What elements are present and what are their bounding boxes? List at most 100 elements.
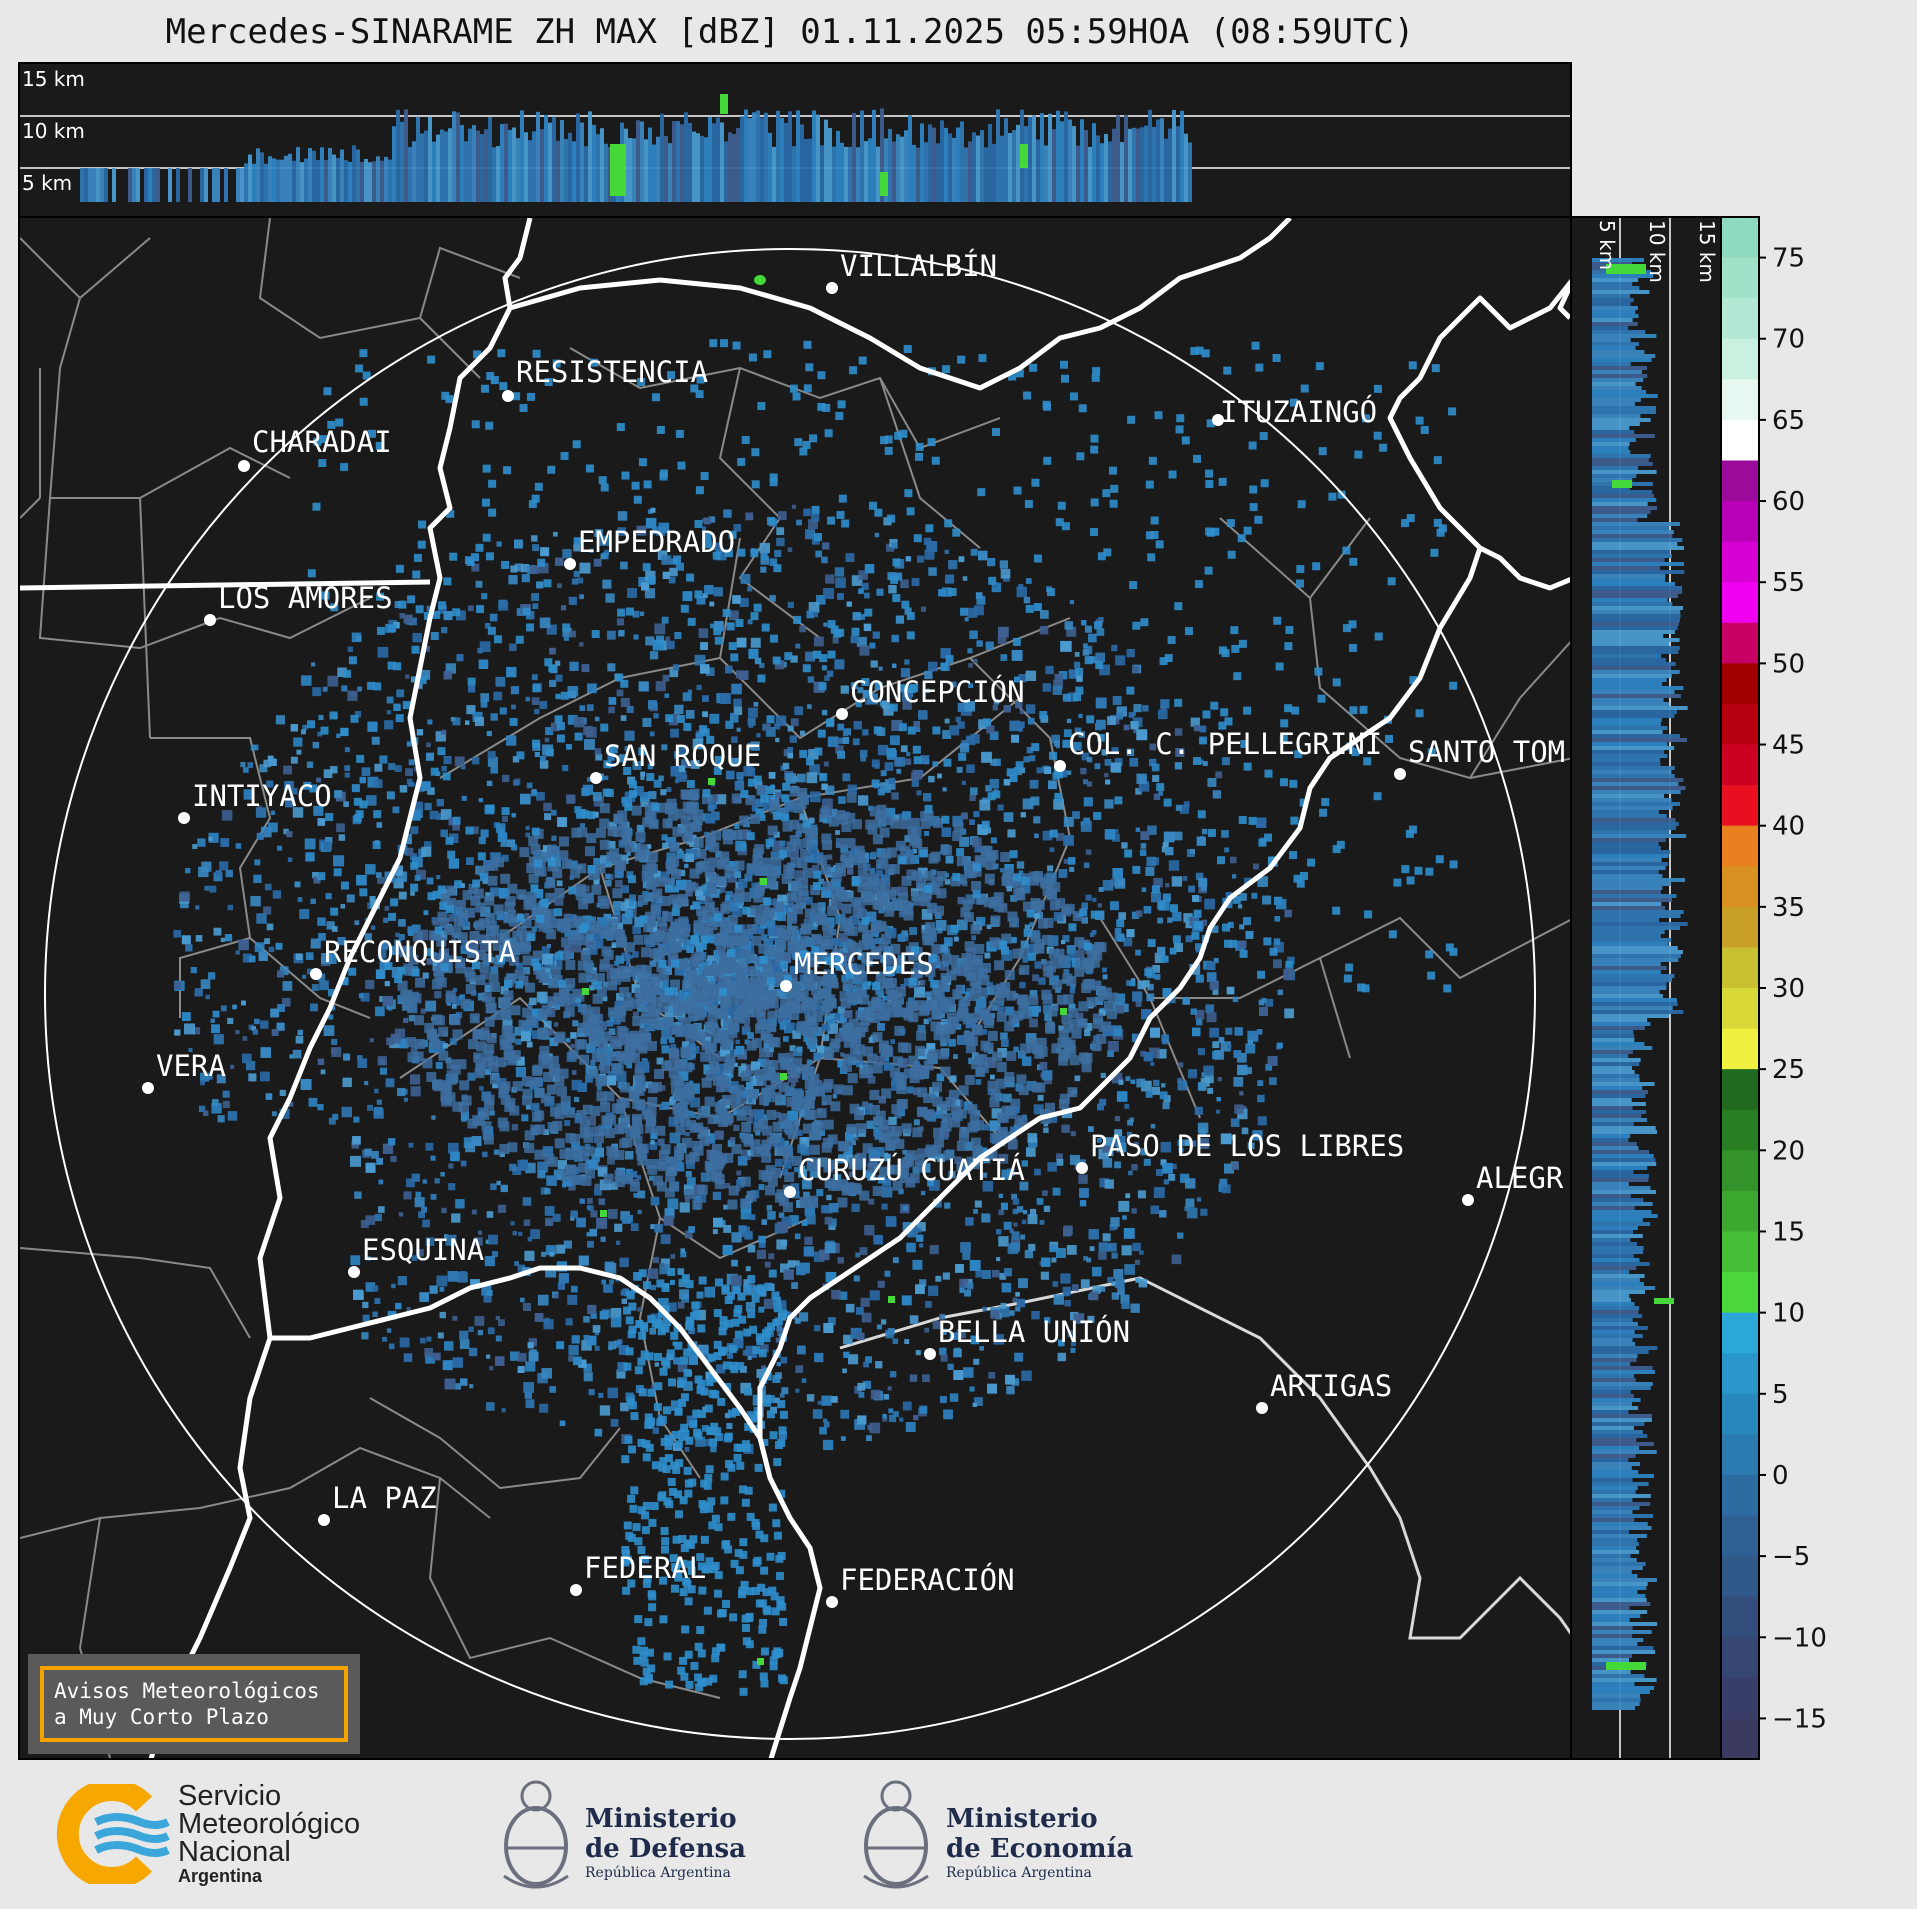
echo-cell [211,1099,219,1106]
echo-cell [501,854,509,862]
echo-cell [1033,1104,1044,1115]
echo-cell [1053,1294,1064,1305]
echo-cell [1287,956,1295,965]
echo-cell [987,557,996,567]
echo-cell [904,1339,910,1345]
echo-cell [279,1089,286,1097]
profile-column [88,168,92,202]
echo-cell [568,1344,579,1356]
echo-cell [971,935,977,941]
echo-cell [661,1101,670,1110]
echo-cell [1072,741,1082,751]
echo-cell [726,1423,733,1429]
echo-cell [1114,1116,1121,1122]
echo-cell [756,1369,766,1378]
echo-cell [444,1341,454,1351]
echo-cell [1239,940,1247,949]
echo-cell [585,1074,593,1083]
echo-cell [900,745,908,753]
echo-cell [1158,791,1163,796]
echo-cell [1058,670,1068,680]
echo-cell [367,776,379,788]
profile-column [1064,111,1068,202]
echo-cell [1062,935,1070,943]
echo-cell [616,1071,627,1082]
echo-cell [372,1285,379,1292]
echo-cell [1200,884,1207,891]
echo-cell [1063,729,1072,738]
echo-cell [804,1205,816,1216]
echo-cell [599,1310,609,1320]
echo-cell [723,1224,732,1233]
echo-cell [891,663,897,668]
echo-cell [808,837,818,847]
echo-cell [1110,1217,1120,1227]
echo-cell [712,542,721,551]
echo-cell [379,996,386,1003]
echo-cell [818,1249,830,1261]
echo-cell [425,1353,436,1364]
echo-cell [443,611,453,621]
echo-cell [1139,849,1147,856]
echo-cell [584,738,595,750]
echo-cell [725,891,733,899]
echo-cell [999,1272,1007,1280]
echo-cell [650,1224,656,1230]
echo-cell [796,1046,803,1053]
echo-cell [790,1183,800,1193]
echo-cell [207,972,216,980]
echo-cell [1199,736,1207,745]
echo-cell [1169,947,1177,955]
echo-cell [1003,1268,1013,1277]
echo-cell [725,770,735,780]
echo-cell [587,683,597,694]
height-label-10km: 10 km [22,119,85,143]
echo-cell [1042,830,1053,841]
echo-cell [892,1338,899,1344]
echo-cell [1146,993,1155,1002]
echo-cell [650,1284,657,1291]
echo-cell [652,1427,659,1434]
echo-cell [1102,880,1114,891]
profile-column [212,168,216,202]
echo-cell [835,577,846,589]
echo-cell [964,617,969,622]
echo-cell [1120,1294,1130,1304]
echo-cell [366,1256,372,1261]
echo-cell [758,814,766,821]
profile-column [832,146,836,202]
echo-cell [616,689,624,697]
echo-cell [1071,1284,1079,1292]
echo-cell [386,710,391,715]
echo-cell [1188,885,1196,893]
echo-cell [1111,833,1120,842]
echo-cell [445,1234,457,1246]
echo-cell [552,1213,561,1222]
echo-cell [793,1167,800,1173]
echo-cell [596,1085,602,1091]
profile-column [436,134,440,202]
echo-cell [695,732,704,741]
echo-cell [928,775,935,783]
echo-cell [1126,980,1133,986]
echo-cell [543,1020,552,1029]
echo-cell [474,1237,483,1246]
echo-cell [602,579,612,589]
profile-column [872,109,876,202]
profile-column [176,168,180,202]
echo-cell [1058,869,1068,878]
echo-cell [748,648,759,659]
echo-cell [586,730,594,738]
echo-cell [424,645,430,652]
echo-cell [776,1362,781,1367]
echo-cell [1013,1222,1018,1227]
echo-cell [756,1249,767,1259]
echo-cell [809,791,821,803]
echo-cell [913,986,925,998]
echo-cell [1006,1385,1015,1395]
echo-cell [614,908,621,915]
profile-column [1148,109,1152,202]
echo-cell [703,1032,709,1038]
echo-cell [902,1149,907,1155]
radar-map[interactable]: VILLALBÍN RESISTENCIA CHARADAI ITUZAINGÓ… [18,216,1572,1760]
